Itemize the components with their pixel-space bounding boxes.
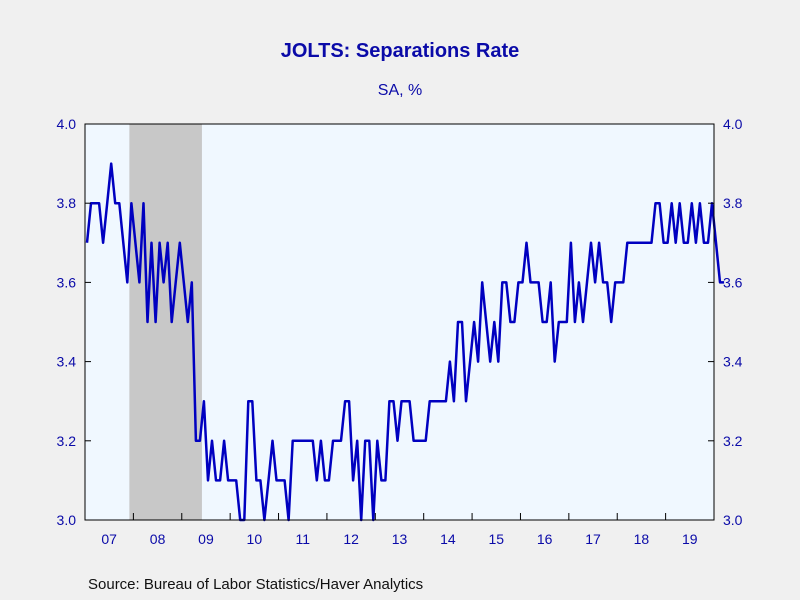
- x-tick-label: 08: [150, 531, 166, 547]
- y-tick-label-left: 3.4: [57, 354, 77, 370]
- x-tick-label: 19: [682, 531, 698, 547]
- series-line: [85, 162, 725, 522]
- x-tick-label: 13: [392, 531, 408, 547]
- recession-shading: [129, 124, 202, 520]
- x-tick-label: 12: [343, 531, 359, 547]
- x-tick-label: 14: [440, 531, 456, 547]
- y-tick-label-right: 3.8: [723, 195, 743, 211]
- y-tick-label-left: 3.6: [57, 274, 77, 290]
- chart-subtitle: SA, %: [378, 82, 422, 99]
- x-tick-label: 16: [537, 531, 553, 547]
- x-tick-label: 10: [247, 531, 263, 547]
- series-group: [85, 162, 725, 522]
- x-tick-label: 18: [634, 531, 650, 547]
- x-tick-label: 17: [585, 531, 601, 547]
- y-tick-label-right: 3.0: [723, 512, 743, 528]
- source-note: Source: Bureau of Labor Statistics/Haver…: [88, 576, 424, 593]
- y-tick-label-left: 3.8: [57, 195, 77, 211]
- x-tick-label: 11: [295, 531, 310, 547]
- y-tick-label-right: 3.4: [723, 354, 743, 370]
- x-tick-label: 07: [101, 531, 117, 547]
- y-tick-label-left: 3.0: [57, 512, 77, 528]
- y-tick-label-left: 4.0: [57, 116, 77, 132]
- y-tick-label-left: 3.2: [57, 433, 77, 449]
- y-tick-label-right: 3.6: [723, 274, 743, 290]
- y-tick-label-right: 4.0: [723, 116, 743, 132]
- y-tick-label-right: 3.2: [723, 433, 743, 449]
- plot-frame: [84, 123, 715, 521]
- chart-title: JOLTS: Separations Rate: [281, 40, 520, 62]
- axes-group: 3.0 3.0 3.2 3.2 3.4 3.4 3.6 3.6 3.8 3.8 4.0 4.0 07 08…: [57, 116, 743, 547]
- x-tick-label: 15: [488, 531, 504, 547]
- x-tick-label: 09: [198, 531, 214, 547]
